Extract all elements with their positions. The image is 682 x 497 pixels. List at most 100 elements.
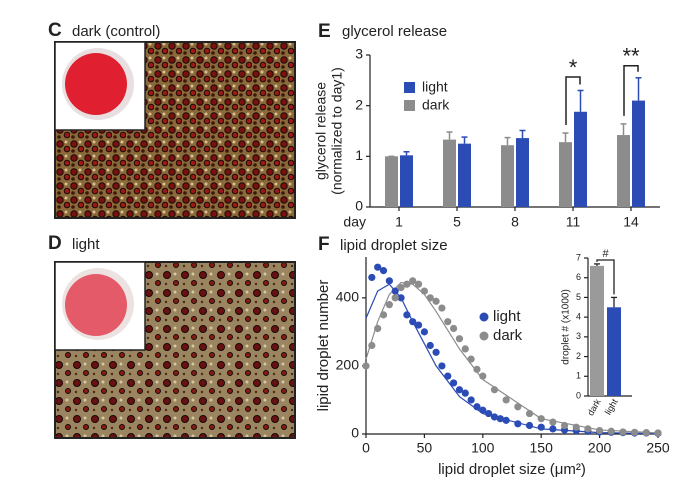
y-tick-label: 1 <box>355 147 363 163</box>
panel-letter: E <box>318 21 331 42</box>
data-point <box>479 406 487 414</box>
data-point <box>391 294 399 302</box>
data-point <box>385 301 393 309</box>
x-tick-label: 11 <box>566 214 581 230</box>
data-point <box>584 425 592 433</box>
dish-medium <box>65 53 127 115</box>
y-tick-label: 2 <box>576 351 581 361</box>
x-tick-label: 14 <box>623 214 639 230</box>
significance-label: ** <box>622 44 640 69</box>
legend-label: light <box>422 79 448 95</box>
data-point <box>374 324 382 333</box>
data-point <box>502 396 510 404</box>
y-tick-label: 200 <box>336 357 360 373</box>
x-tick-label: light <box>603 397 620 417</box>
dish-medium <box>65 274 127 336</box>
data-point <box>409 318 417 326</box>
x-tick-label: 250 <box>646 440 670 456</box>
legend-label: light <box>493 308 521 325</box>
data-point <box>391 287 399 295</box>
bar <box>559 142 572 207</box>
x-tick-label: 5 <box>453 214 461 230</box>
data-point <box>450 324 458 333</box>
y-tick-label: 5 <box>576 292 581 302</box>
data-point <box>368 341 376 350</box>
data-point <box>409 277 417 285</box>
bar <box>607 307 621 396</box>
bar <box>385 156 398 207</box>
data-point <box>479 372 487 380</box>
data-point <box>537 415 545 423</box>
data-point <box>438 362 446 370</box>
data-point <box>642 429 650 437</box>
x-tick-label: 50 <box>417 440 433 456</box>
panel-title: dark (control) <box>72 23 160 40</box>
data-point <box>362 362 370 370</box>
panel-letter: C <box>48 20 62 41</box>
x-tick-label: 8 <box>511 214 519 230</box>
panel-letter: D <box>48 233 62 254</box>
data-point <box>631 428 639 436</box>
data-point <box>426 294 434 302</box>
significance-bracket <box>565 76 581 126</box>
fit-curve <box>365 283 659 435</box>
bar <box>590 265 604 396</box>
data-point <box>397 294 405 302</box>
data-point <box>420 287 428 295</box>
data-point <box>490 413 499 421</box>
bar <box>617 135 630 207</box>
data-point <box>560 421 569 430</box>
data-point <box>403 311 411 319</box>
legend-swatch <box>404 100 415 111</box>
y-axis-title: droplet # (x1000) <box>561 289 572 365</box>
bar <box>516 138 529 207</box>
significance-bracket <box>596 259 615 295</box>
data-point <box>461 345 469 353</box>
legend-swatch <box>479 331 489 341</box>
data-point <box>473 365 481 373</box>
data-point <box>461 389 469 397</box>
chart-title: glycerol release <box>342 23 447 40</box>
y-tick-label: 1 <box>576 371 581 381</box>
y-axis-title: lipid droplet number <box>315 280 332 412</box>
data-point <box>432 348 440 356</box>
panel-d: D light <box>48 233 296 439</box>
bar <box>574 111 587 207</box>
y-tick-label: 400 <box>336 289 360 305</box>
y-tick-label: 2 <box>355 96 363 112</box>
bar <box>400 155 413 207</box>
data-point <box>385 277 393 285</box>
panel-title: light <box>72 236 100 253</box>
data-point <box>455 386 464 394</box>
bar <box>458 143 471 207</box>
x-tick-label: 200 <box>588 440 612 456</box>
data-point <box>368 273 376 282</box>
data-point <box>397 284 405 292</box>
y-tick-label: 0 <box>576 390 581 400</box>
data-point <box>420 328 428 336</box>
data-point <box>619 428 627 436</box>
data-point <box>502 416 510 424</box>
data-point <box>432 297 440 305</box>
data-point <box>473 403 481 411</box>
legend-swatch <box>404 82 415 93</box>
x-tick-label: 150 <box>530 440 554 456</box>
panel-letter: F <box>318 234 330 255</box>
x-tick-label: 1 <box>395 214 403 230</box>
y-tick-label: 0 <box>355 198 363 214</box>
legend-swatch <box>479 312 489 322</box>
data-point <box>403 280 411 288</box>
panel-c: C dark (control) <box>48 20 296 219</box>
data-point <box>467 396 475 404</box>
data-point <box>549 425 557 433</box>
x-axis-title: day <box>343 214 366 230</box>
chart-title: lipid droplet size <box>340 237 448 254</box>
data-point <box>444 318 452 326</box>
significance-label: # <box>602 248 609 260</box>
legend-label: dark <box>493 327 523 344</box>
data-point <box>654 429 662 437</box>
data-point <box>455 335 464 343</box>
data-point <box>596 426 604 435</box>
bar <box>443 139 456 207</box>
